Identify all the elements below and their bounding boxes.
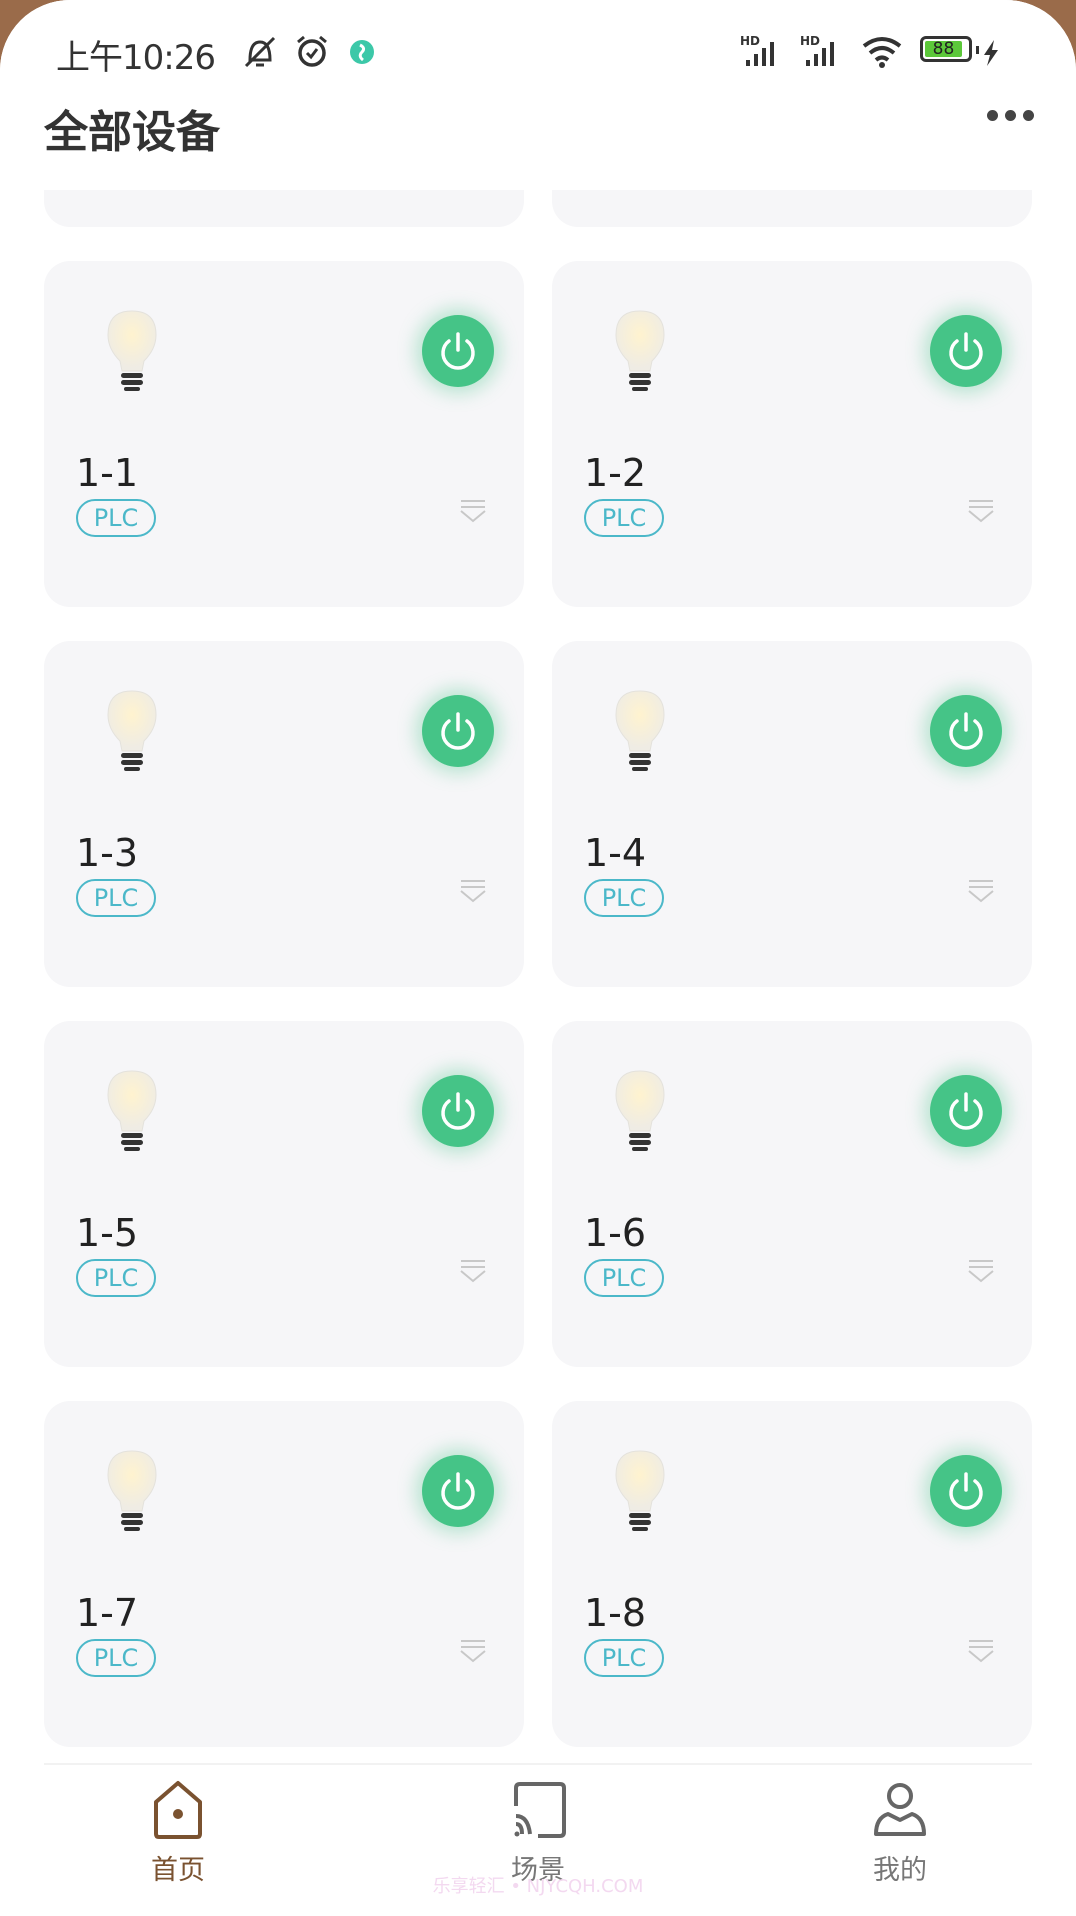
device-tag: PLC: [76, 879, 156, 917]
charging-icon: [976, 40, 998, 66]
device-tag: PLC: [76, 1259, 156, 1297]
top-header: 上午10:26 HD HD 88 全部设备: [0, 0, 1076, 190]
power-icon: [441, 712, 475, 750]
user-icon: [874, 1783, 926, 1836]
device-tag: PLC: [584, 879, 664, 917]
device-tag: PLC: [584, 1259, 664, 1297]
status-bar: 上午10:26 HD HD 88: [0, 28, 1076, 78]
cast-scene-icon: [514, 1782, 566, 1838]
chevron-down-icon[interactable]: [458, 877, 488, 907]
power-icon: [949, 1092, 983, 1130]
power-icon: [441, 1472, 475, 1510]
device-card[interactable]: 1-4 PLC: [552, 641, 1032, 987]
light-bulb-icon: [107, 1070, 157, 1151]
nav-label: 首页: [151, 1855, 205, 1886]
device-card[interactable]: 1-3 PLC: [44, 641, 524, 987]
status-time: 上午10:26: [56, 38, 216, 78]
power-icon: [949, 1472, 983, 1510]
battery-level: 88: [925, 41, 962, 58]
chevron-down-icon[interactable]: [458, 1637, 488, 1667]
power-toggle-button[interactable]: [422, 1455, 494, 1527]
device-name: 1-8: [584, 1591, 647, 1635]
power-icon: [949, 712, 983, 750]
device-name: 1-4: [584, 831, 647, 875]
svg-text:HD: HD: [800, 34, 820, 48]
light-bulb-icon: [615, 310, 665, 391]
chevron-down-icon[interactable]: [966, 1637, 996, 1667]
light-bulb-icon: [107, 690, 157, 771]
light-bulb-icon: [615, 690, 665, 771]
device-tag: PLC: [584, 499, 664, 537]
light-bulb-icon: [615, 1070, 665, 1151]
chevron-down-icon[interactable]: [458, 1257, 488, 1287]
device-name: 1-3: [76, 831, 139, 875]
device-card[interactable]: 1-6 PLC: [552, 1021, 1032, 1367]
page-title: 全部设备: [44, 107, 220, 158]
power-icon: [441, 332, 475, 370]
device-name: 1-7: [76, 1591, 139, 1635]
light-bulb-icon: [107, 310, 157, 391]
alarm-icon: [297, 35, 327, 67]
watermark: 乐享轻汇 • NJYCQH.COM: [432, 1876, 644, 1897]
power-toggle-button[interactable]: [930, 695, 1002, 767]
light-bulb-icon: [615, 1450, 665, 1531]
device-card[interactable]: 1-7 PLC: [44, 1401, 524, 1747]
nav-scene[interactable]: 场景: [458, 1780, 618, 1887]
device-card[interactable]: 1-8 PLC: [552, 1401, 1032, 1747]
power-icon: [441, 1092, 475, 1130]
device-card[interactable]: 1-5 PLC: [44, 1021, 524, 1367]
power-icon: [949, 332, 983, 370]
chevron-down-icon[interactable]: [458, 497, 488, 527]
app-notification-icon: [350, 40, 374, 64]
more-dots-icon[interactable]: [987, 110, 1034, 121]
power-toggle-button[interactable]: [930, 315, 1002, 387]
power-toggle-button[interactable]: [930, 1455, 1002, 1527]
power-toggle-button[interactable]: [422, 315, 494, 387]
power-toggle-button[interactable]: [930, 1075, 1002, 1147]
light-bulb-icon: [107, 1450, 157, 1531]
power-toggle-button[interactable]: [422, 695, 494, 767]
device-name: 1-2: [584, 451, 647, 495]
nav-mine[interactable]: 我的: [820, 1780, 980, 1887]
svg-text:HD: HD: [740, 34, 760, 48]
nav-label: 我的: [873, 1855, 927, 1886]
chevron-down-icon[interactable]: [966, 877, 996, 907]
power-toggle-button[interactable]: [422, 1075, 494, 1147]
device-card[interactable]: 1-1 PLC: [44, 261, 524, 607]
chevron-down-icon[interactable]: [966, 1257, 996, 1287]
hd-signal-icon: HD: [800, 34, 834, 66]
nav-home[interactable]: 首页: [98, 1780, 258, 1887]
device-name: 1-6: [584, 1211, 647, 1255]
device-name: 1-5: [76, 1211, 139, 1255]
device-card[interactable]: 1-2 PLC: [552, 261, 1032, 607]
bottom-nav-divider: [44, 1763, 1032, 1765]
wifi-icon: [862, 37, 902, 68]
nav-label: 场景: [511, 1855, 565, 1886]
device-tag: PLC: [76, 499, 156, 537]
home-icon: [154, 1781, 202, 1839]
battery-icon: 88: [920, 36, 972, 62]
mute-bell-icon: [244, 36, 276, 68]
device-tag: PLC: [76, 1639, 156, 1677]
device-name: 1-1: [76, 451, 139, 495]
device-tag: PLC: [584, 1639, 664, 1677]
hd-signal-icon: HD: [740, 34, 774, 66]
chevron-down-icon[interactable]: [966, 497, 996, 527]
